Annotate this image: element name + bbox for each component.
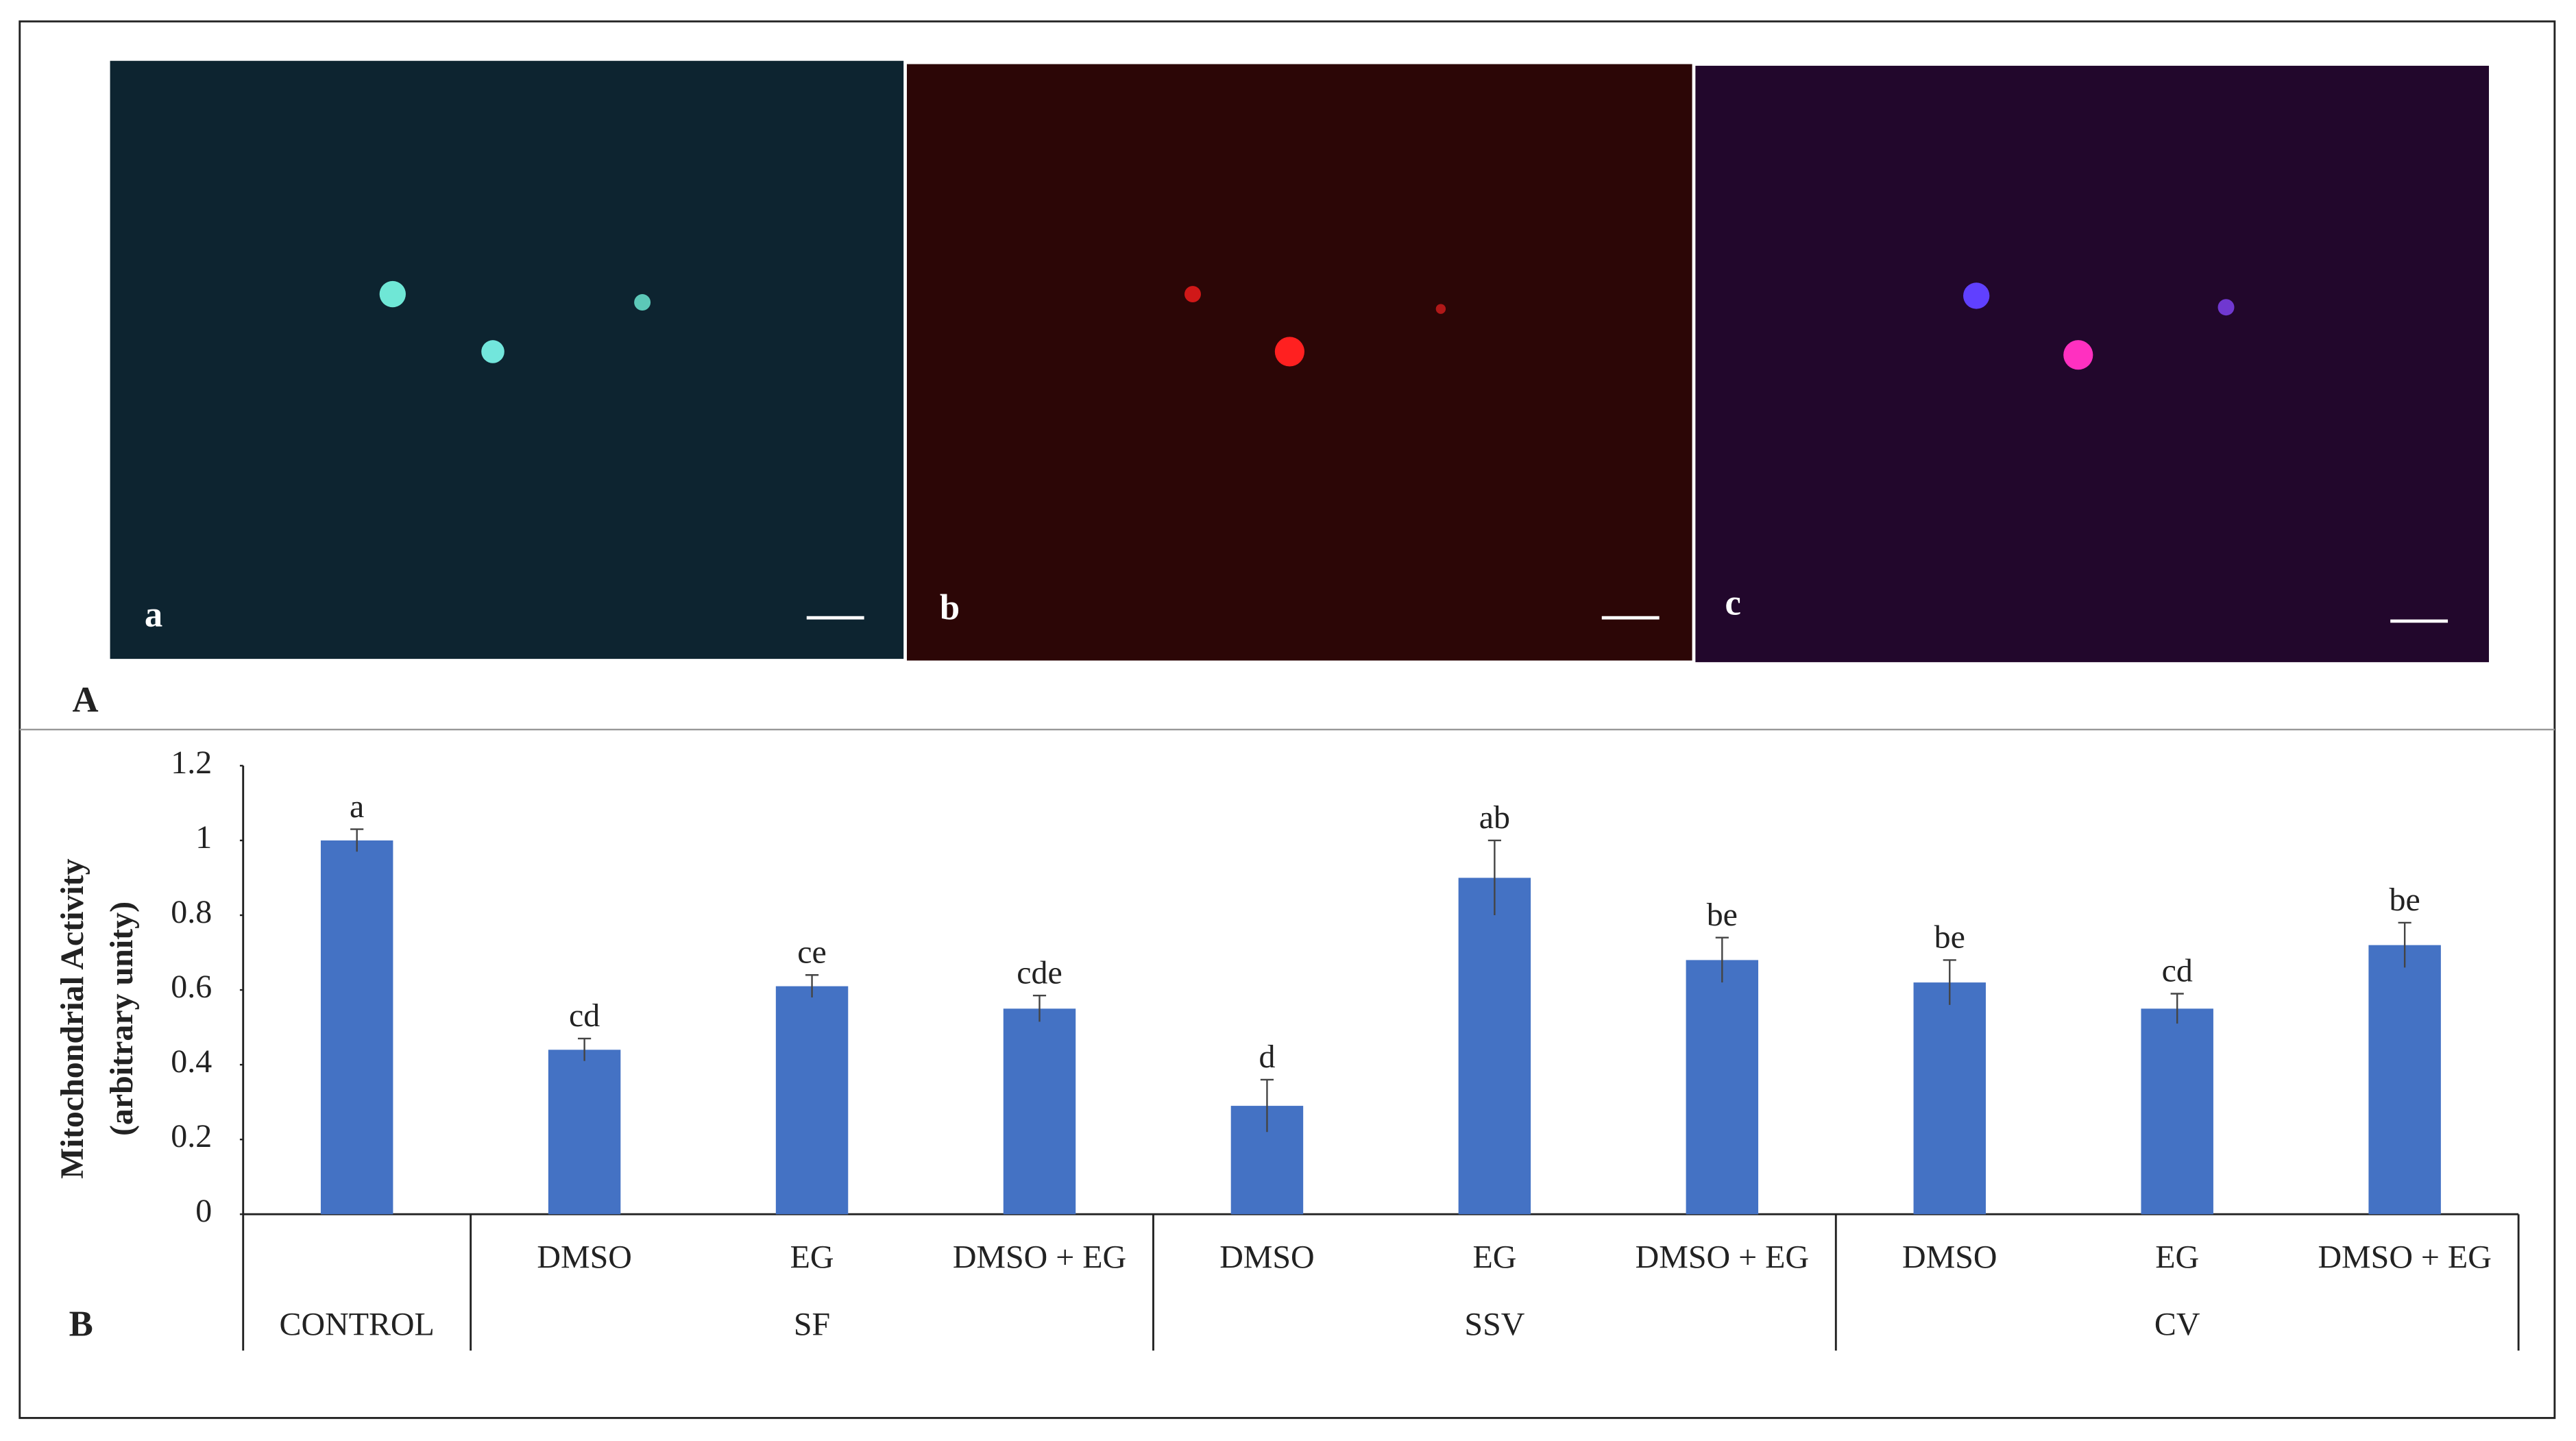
y-tick-label: 1 — [195, 819, 212, 856]
x-tick-label: DMSO + EG — [1636, 1239, 1809, 1275]
group-label: CV — [2154, 1307, 2200, 1343]
bar — [2141, 1008, 2213, 1215]
y-tick-label: 1.2 — [171, 744, 212, 781]
letter-label: be — [2390, 882, 2420, 918]
bar — [1458, 877, 1531, 1215]
y-tick-label: 0 — [195, 1193, 212, 1229]
letter-label: ab — [1479, 799, 1510, 836]
bar — [775, 986, 849, 1215]
x-tick-label: DMSO — [1902, 1239, 1997, 1275]
letter-label: be — [1707, 897, 1738, 933]
x-tick-label: EG — [1472, 1239, 1516, 1275]
letter-label: cd — [569, 997, 600, 1034]
y-tick-label: 0.6 — [171, 969, 212, 1005]
bar — [320, 840, 393, 1215]
bar — [2368, 945, 2441, 1215]
panel-label: c — [1725, 583, 1741, 623]
letter-label: cde — [1017, 954, 1062, 991]
y-axis-title: (arbitrary unity) — [104, 901, 140, 1136]
x-tick-label: EG — [2155, 1239, 2199, 1275]
figure-label: B — [69, 1305, 93, 1344]
y-tick-label: 0.2 — [171, 1118, 212, 1154]
bar — [1913, 982, 1986, 1215]
y-tick-label: 0.8 — [171, 894, 212, 930]
letter-label: ce — [797, 934, 827, 970]
micrograph-a — [110, 60, 904, 659]
y-tick-label: 0.4 — [171, 1043, 212, 1080]
bar — [1003, 1008, 1076, 1215]
x-tick-label: DMSO — [1219, 1239, 1314, 1275]
group-label: SF — [794, 1307, 830, 1343]
group-label: SSV — [1464, 1307, 1524, 1343]
letter-label: a — [350, 788, 364, 825]
bar — [1686, 960, 1759, 1215]
panel-label: b — [940, 588, 960, 628]
x-tick-label: DMSO + EG — [2318, 1239, 2491, 1275]
micrograph-b — [906, 64, 1692, 661]
panel-label: a — [145, 594, 162, 634]
letter-label: cd — [2162, 953, 2193, 989]
x-tick-label: DMSO + EG — [953, 1239, 1126, 1275]
bar — [548, 1050, 621, 1215]
figure-label: A — [72, 680, 98, 720]
y-axis-title: Mitochondrial Activity — [54, 858, 90, 1178]
group-label: CONTROL — [280, 1307, 435, 1343]
letter-label: d — [1259, 1039, 1275, 1075]
x-tick-label: DMSO — [537, 1239, 631, 1275]
letter-label: be — [1934, 919, 1965, 956]
x-tick-label: EG — [790, 1239, 834, 1275]
micrograph-c — [1695, 65, 2489, 662]
